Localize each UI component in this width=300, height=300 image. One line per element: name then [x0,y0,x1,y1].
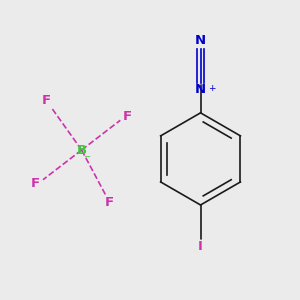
Text: N: N [195,34,206,47]
Text: B: B [76,143,87,157]
Text: F: F [42,94,51,107]
Text: I: I [198,240,203,253]
Text: F: F [31,177,40,190]
Text: N: N [195,83,206,96]
Text: −: − [83,152,91,161]
Text: F: F [105,196,114,208]
Text: +: + [208,84,216,93]
Text: F: F [123,110,132,123]
